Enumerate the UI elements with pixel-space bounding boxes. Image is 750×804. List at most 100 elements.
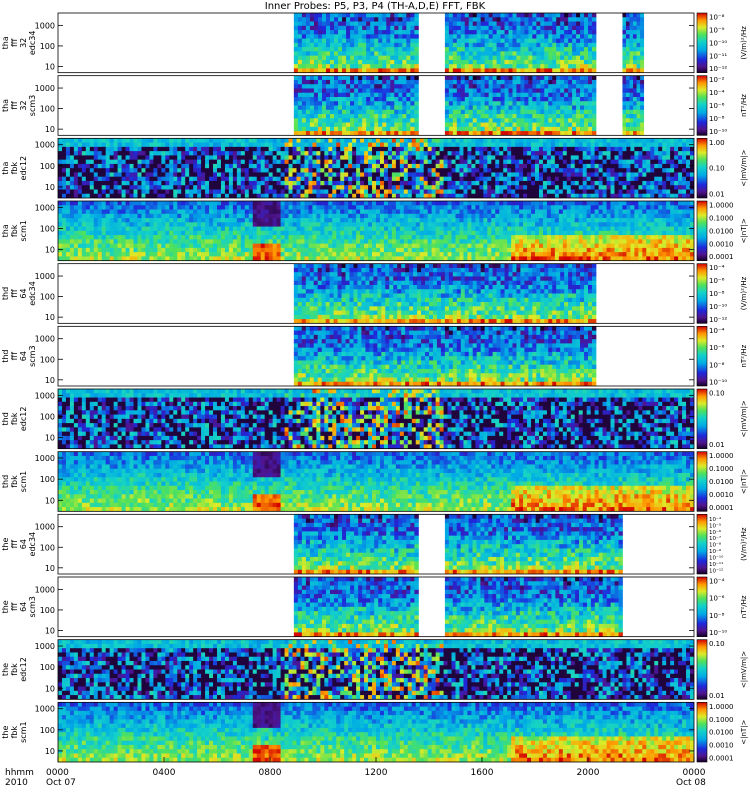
y-tick-label: 100	[40, 42, 55, 51]
panel-ylabel-line: edc12	[19, 657, 28, 682]
colorbar-tick-label: 0.01	[709, 692, 725, 700]
colorbar-label: nT²/Hz	[740, 94, 748, 117]
y-tick-label: 1000	[35, 642, 55, 651]
colorbar	[697, 452, 707, 512]
panel-ylabel-line: edc12	[19, 407, 28, 432]
colorbar-tick-label: 10⁻¹²	[709, 65, 727, 73]
panel-ylabel-line: 32	[19, 38, 28, 48]
colorbar-tick-label: 10⁻⁶	[709, 595, 725, 603]
x-tick-label: 1200	[365, 768, 388, 778]
panel-ylabel-line: 32	[19, 100, 28, 110]
colorbar-tick-label: 10⁻¹⁰	[709, 128, 727, 136]
spectrogram	[294, 264, 597, 324]
spectrogram	[294, 326, 597, 386]
colorbar-tick-label: 1.0000	[709, 703, 734, 711]
y-tick-label: 100	[40, 475, 55, 484]
colorbar	[697, 389, 707, 449]
colorbar-tick-label: 1.0000	[709, 452, 734, 460]
y-tick-label: 10	[45, 246, 55, 255]
y-tick-label: 1000	[35, 84, 55, 93]
colorbar	[697, 138, 707, 198]
colorbar-tick-label: 10⁻¹¹	[709, 52, 727, 60]
colorbar	[697, 702, 707, 762]
colorbar-tick-label: 0.1000	[709, 214, 734, 222]
panel-ylabel-line: fbk	[10, 663, 19, 676]
colorbar-tick-label: 10⁻⁸	[709, 14, 725, 22]
colorbar-tick-label: 0.10	[709, 165, 725, 173]
panel-ylabel-line: tha	[1, 162, 10, 175]
panel-ylabel-line: edc34	[28, 532, 37, 557]
y-tick-label: 1000	[35, 141, 55, 150]
y-tick-label: 1000	[35, 203, 55, 212]
y-tick-label: 100	[40, 162, 55, 171]
panel-ylabel-line: scm3	[28, 596, 37, 617]
colorbar-tick-label: 10⁻⁴	[709, 578, 725, 586]
panel-ylabel-line: thd	[1, 412, 10, 425]
colorbar-tick-label: 10⁻⁸	[709, 290, 725, 298]
y-tick-label: 1000	[35, 585, 55, 594]
spectrogram	[58, 452, 694, 512]
colorbar-tick-label: 10⁻⁹	[709, 26, 725, 34]
spectrogram	[294, 577, 623, 637]
colorbar-label: (V/m)²/Hz	[740, 527, 748, 561]
x-tick-label: 0400	[153, 768, 176, 778]
spectrogram	[58, 138, 694, 198]
colorbar-tick-label: 0.10	[709, 640, 725, 648]
y-tick-label: 10	[45, 376, 55, 385]
colorbar-tick-label: 0.0100	[709, 478, 734, 486]
y-tick-label: 100	[40, 726, 55, 735]
colorbar-label: (V/m)²/Hz	[740, 276, 748, 310]
y-tick-label: 10	[45, 496, 55, 505]
colorbar-tick-label: 0.0100	[709, 227, 734, 235]
colorbar-tick-label: 1.0000	[709, 202, 734, 210]
colorbar-label: <|mV/m|>	[740, 651, 748, 688]
colorbar-tick-label: 10⁻⁴	[709, 327, 725, 335]
panel-ylabel-line: thd	[1, 475, 10, 488]
spectrogram	[294, 514, 623, 574]
y-tick-label: 10	[45, 564, 55, 573]
spectrogram	[58, 702, 694, 762]
colorbar-tick-label: 10⁻⁷	[709, 535, 721, 542]
time-axis-label-year: 2010	[5, 778, 28, 788]
y-tick-label: 100	[40, 105, 55, 114]
colorbar-tick-label: 0.0001	[709, 504, 734, 512]
time-axis-start-date: Oct 07	[46, 778, 76, 788]
colorbar-tick-label: 10⁻⁵	[709, 522, 721, 529]
y-tick-label: 10	[45, 183, 55, 192]
colorbar-tick-label: 10⁻⁸	[709, 542, 722, 549]
colorbar-tick-label: 10⁻¹⁰	[709, 379, 727, 387]
x-tick-label: 0800	[259, 768, 282, 778]
colorbar-tick-label: 10⁻¹²	[709, 568, 723, 575]
colorbar-label: nT²/Hz	[740, 595, 748, 618]
colorbar-label: <|nT|>	[740, 218, 748, 243]
time-axis-end-date: Oct 08	[676, 778, 706, 788]
colorbar-label: <|nT|>	[740, 719, 748, 744]
y-tick-label: 100	[40, 224, 55, 233]
spectrogram	[58, 201, 694, 261]
colorbar	[697, 577, 707, 637]
colorbar-tick-label: 10⁻⁴	[709, 89, 725, 97]
spectrogram	[294, 76, 644, 136]
spectrogram	[58, 640, 694, 700]
panel-ylabel-line: fbk	[10, 726, 19, 739]
panel-ylabel-line: the	[1, 538, 10, 551]
y-tick-label: 100	[40, 606, 55, 615]
colorbar-tick-label: 10⁻¹⁰	[709, 555, 724, 562]
colorbar	[697, 326, 707, 386]
y-tick-label: 10	[45, 747, 55, 756]
colorbar-tick-label: 10⁻⁶	[709, 277, 725, 285]
colorbar-tick-label: 0.1000	[709, 716, 734, 724]
plot-title: Inner Probes: P5, P3, P4 (TH-A,D,E) FFT,…	[265, 1, 486, 12]
panel-ylabel-line: fff	[10, 540, 19, 549]
colorbar-tick-label: 1.00	[709, 139, 725, 147]
y-tick-label: 10	[45, 313, 55, 322]
colorbar-tick-label: 10⁻⁹	[709, 548, 721, 555]
colorbar-tick-label: 10⁻²	[709, 76, 725, 84]
